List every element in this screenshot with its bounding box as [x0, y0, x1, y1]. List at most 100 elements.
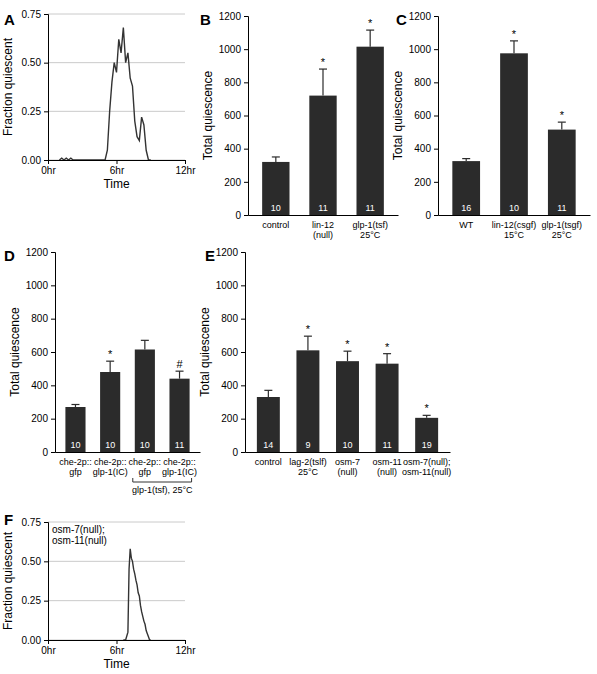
y-tick: 0.75: [22, 9, 48, 20]
y-tick-label: 200: [31, 413, 48, 424]
x-tick-label: lin-12(csgf)15°C: [492, 220, 537, 240]
sample-size: 10: [342, 440, 352, 450]
x-tick: 12hr: [175, 640, 196, 656]
y-tick-mark: [241, 252, 245, 253]
y-tick: 0.25: [22, 595, 48, 606]
y-tick-mark: [244, 215, 248, 216]
grid-line: [48, 14, 185, 15]
x-tick-mark: [48, 160, 49, 164]
y-tick: 1000: [219, 44, 248, 55]
error-bar-stem: [179, 371, 180, 379]
grid-line: [48, 600, 185, 601]
y-tick: 1000: [216, 280, 245, 291]
y-axis-title: Fraction quiescent: [1, 531, 15, 630]
y-tick-label: 800: [31, 313, 48, 324]
y-tick: 0.25: [22, 106, 48, 117]
error-bar-cap: [71, 404, 79, 405]
y-axis-line: [51, 253, 56, 453]
y-tick-mark: [44, 14, 48, 15]
error-bar-cap: [176, 371, 184, 372]
y-tick-label: 1200: [219, 11, 242, 22]
bar: [262, 162, 289, 215]
grid: [48, 522, 185, 640]
sample-size: 10: [70, 440, 80, 450]
x-tick: 12hr: [175, 160, 196, 176]
panel-label: C: [396, 11, 407, 28]
x-tick: control: [255, 452, 282, 467]
error-bar-cap: [141, 340, 149, 341]
sample-size: 11: [557, 203, 566, 213]
x-tick-label: control: [262, 220, 289, 230]
x-tick: control: [262, 215, 289, 230]
significance-mark: *: [385, 341, 390, 353]
error-bar-cap: [106, 361, 114, 362]
y-tick-label: 200: [414, 177, 431, 188]
x-axis: controllag-2(tslf)25°Cosm-7(null)osm-11(…: [246, 452, 452, 477]
y-tick-label: 0: [42, 447, 48, 458]
grid-line: [48, 111, 185, 112]
panel: 020040060080010001200Total quiescencecon…: [201, 11, 399, 240]
y-tick-mark: [434, 116, 438, 117]
error-bar-cap: [344, 351, 352, 352]
x-tick-label: lag-2(tslf)25°C: [289, 457, 327, 477]
x-tick: che-2p::glp-1(IC): [162, 452, 197, 477]
y-tick-label: 1200: [26, 247, 49, 258]
y-tick-label: 0.75: [22, 9, 42, 20]
y-tick-mark: [51, 419, 55, 420]
y-tick: 800: [221, 313, 245, 324]
x-tick: lag-2(tslf)25°C: [289, 452, 327, 477]
sample-size: 11: [382, 440, 391, 450]
y-tick-label: 400: [224, 143, 241, 154]
y-tick: 400: [221, 380, 245, 391]
x-tick-label: osm-11(null): [372, 457, 401, 477]
y-tick-mark: [244, 82, 248, 83]
y-tick: 200: [31, 413, 55, 424]
y-tick: 200: [221, 413, 245, 424]
y-tick: 1000: [26, 280, 55, 291]
bar: [500, 53, 528, 215]
y-axis-title: Total quiescence: [391, 70, 405, 160]
x-tick: che-2p::gfp: [59, 452, 92, 477]
y-tick-mark: [244, 116, 248, 117]
significance-mark: #: [176, 358, 183, 370]
y-tick: 0.75: [22, 517, 48, 528]
y-tick-label: 400: [221, 380, 238, 391]
x-axis-line: [49, 641, 186, 645]
y-axis: 020040060080010001200: [409, 11, 439, 221]
significance-mark: *: [368, 17, 373, 29]
y-axis-title: Total quiescence: [8, 307, 22, 397]
x-tick: WT: [459, 215, 473, 230]
y-tick-mark: [434, 82, 438, 83]
y-tick-label: 600: [31, 347, 48, 358]
y-tick-mark: [241, 419, 245, 420]
sample-size: 10: [509, 203, 519, 213]
y-axis-title: Total quiescence: [198, 307, 212, 397]
y-tick: 200: [414, 177, 438, 188]
error-bar: [558, 122, 566, 129]
y-tick-label: 600: [414, 110, 431, 121]
error-bar-stem: [513, 41, 514, 53]
plot-area: [123, 549, 150, 640]
x-tick: osm-11(null): [372, 452, 401, 477]
x-tick-mark: [48, 640, 49, 644]
x-axis-line: [56, 452, 201, 453]
sample-size: 14: [263, 440, 273, 450]
bar: [135, 350, 155, 453]
x-tick-mark: [117, 160, 118, 164]
panel-label: A: [4, 11, 15, 28]
error-bar: [423, 415, 431, 418]
bar: [65, 407, 85, 452]
error-bar: [510, 41, 518, 53]
error-bar: [383, 354, 391, 364]
x-tick: lin-12(csgf)15°C: [492, 215, 537, 240]
grid-line: [48, 561, 185, 562]
bracket: [133, 478, 192, 482]
y-tick: 0: [425, 210, 438, 221]
y-tick-label: 1200: [409, 11, 432, 22]
y-axis: 020040060080010001200: [216, 247, 246, 458]
y-tick-label: 200: [221, 413, 238, 424]
y-tick: 600: [221, 347, 245, 358]
panel: 020040060080010001200Total quiescencecon…: [198, 247, 451, 477]
y-tick: 1200: [409, 11, 438, 22]
y-axis: 020040060080010001200: [26, 247, 56, 458]
